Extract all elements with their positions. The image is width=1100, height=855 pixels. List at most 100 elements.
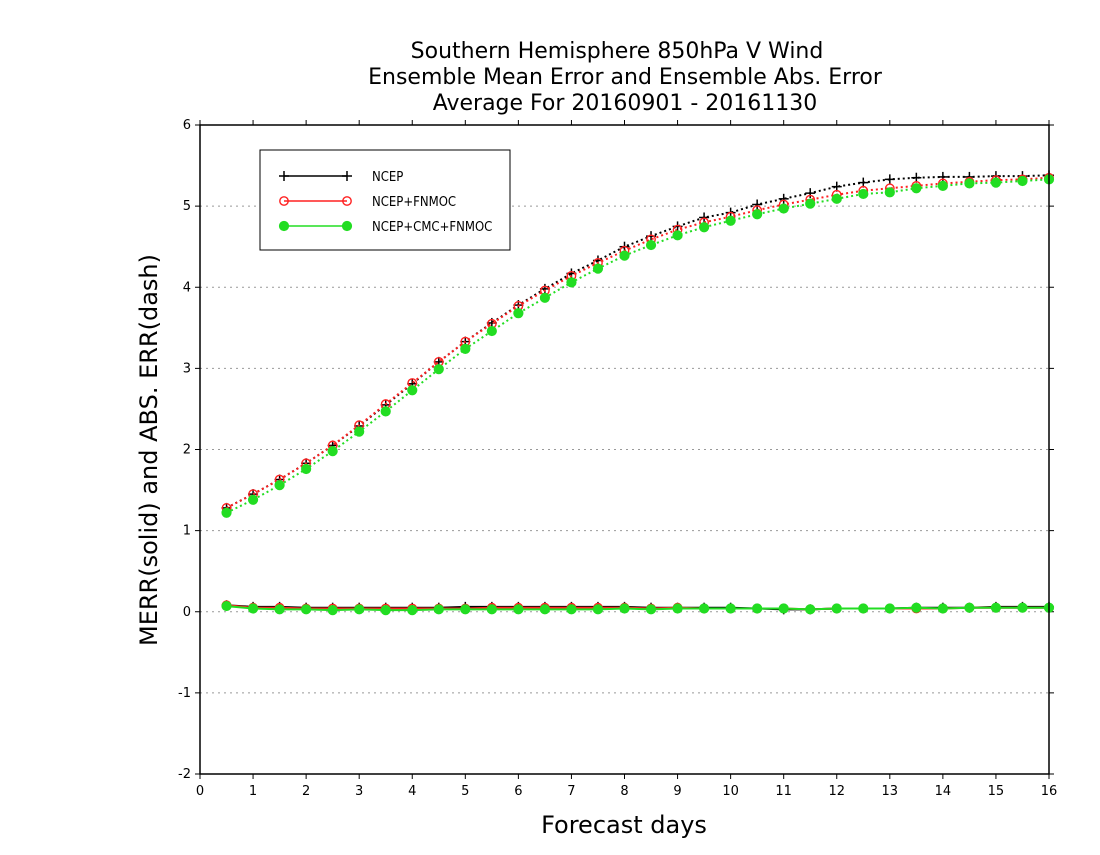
y-tick-label: 1 [183,524,191,539]
x-tick-label: 0 [196,784,204,799]
x-tick-label: 6 [514,784,522,799]
legend-marker [341,220,353,232]
mean-error-point [380,605,391,616]
mean-error-point [433,604,444,615]
legend-marker [342,171,352,181]
mean-error-point [884,603,895,614]
mean-error-point [486,604,497,615]
legend: NCEP NCEP+FNMOC NCEP+CMC+FNMOC [259,149,511,251]
x-tick-label: 10 [722,784,739,799]
abs-error-point [380,406,391,417]
abs-error-point [407,385,418,396]
y-tick-label: -2 [178,767,191,782]
abs-error-point [592,263,604,274]
legend-marker [279,196,289,206]
abs-error-point [247,494,259,505]
mean-error-point [513,604,524,615]
abs-error-point [911,183,922,194]
abs-error-point [725,215,736,226]
abs-error-point [327,446,338,457]
legend-label: NCEP+CMC+FNMOC [372,220,492,235]
abs-error-point [937,171,948,182]
abs-error-point [301,463,312,475]
mean-error-point [301,604,312,615]
x-tick-label: 16 [1041,784,1058,799]
mean-error-point [778,603,789,614]
x-tick-label: 2 [302,784,310,799]
mean-error-point [937,603,948,614]
x-tick-label: 11 [775,784,792,799]
y-tick-label: 4 [183,280,191,295]
x-axis-label: Forecast days [541,811,707,839]
abs-error-point [486,325,497,337]
chart-title-line-1: Southern Hemisphere 850hPa V Wind [411,39,824,64]
x-tick-label: 7 [567,784,575,799]
legend-label: NCEP [372,170,403,185]
x-tick-label: 14 [935,784,952,799]
abs-error-point [539,292,551,303]
y-tick-label: 3 [183,361,191,376]
abs-error-point [884,174,895,185]
abs-error-point [752,209,763,220]
mean-error-point [831,603,842,614]
x-tick-label: 8 [620,784,628,799]
legend-label: NCEP+FNMOC [372,195,456,210]
mean-error-point [407,605,418,616]
abs-error-point [513,308,524,319]
abs-error-point [778,203,789,214]
legend-box [259,149,511,251]
mean-error-point [725,603,736,614]
abs-error-point [672,230,683,241]
abs-error-point [698,222,710,233]
mean-error-point [274,604,285,615]
abs-error-point [858,188,869,200]
mean-error-point [1017,602,1028,613]
mean-error-point [592,604,604,615]
series-ncep-cmc-fnmoc [221,174,1055,616]
abs-error-point [274,480,285,491]
legend-marker [342,196,352,206]
mean-error-point [858,603,869,614]
x-tick-label: 13 [882,784,899,799]
mean-error-point [247,603,259,614]
abs-error-point [433,364,444,375]
mean-error-point [964,602,975,613]
y-tick-label: 6 [183,118,191,133]
abs-error-point [964,178,975,189]
x-tick-label: 4 [408,784,416,799]
chart-title-line-2: Ensemble Mean Error and Ensemble Abs. Er… [368,65,883,90]
legend-marker [278,220,290,232]
mean-error-point [539,604,551,615]
abs-error-point [990,177,1002,188]
x-tick-label: 3 [355,784,363,799]
abs-error-point [937,180,948,191]
mean-error-point [460,604,471,615]
y-tick-label: 5 [183,199,191,214]
abs-error-point [805,188,816,199]
x-tick-label: 5 [461,784,469,799]
abs-error-point [752,199,763,210]
abs-error-point [778,193,789,204]
mean-error-point [354,604,365,615]
abs-error-point [619,250,630,261]
mean-error-point [619,603,630,614]
abs-error-point [1017,175,1028,187]
x-tick-label: 9 [673,784,681,799]
mean-error-point [645,604,657,615]
x-tick-label: 12 [828,784,845,799]
mean-error-point [911,602,922,613]
mean-error-point [990,602,1002,613]
y-tick-label: -1 [178,686,191,701]
legend-marker [279,171,289,181]
abs-error-point [460,343,471,355]
abs-error-point [221,507,232,518]
abs-error-point [884,187,895,198]
mean-error-point [327,605,338,616]
plot-frame [199,124,1050,775]
mean-error-point [672,603,683,614]
chart-title: Southern Hemisphere 850hPa V Wind Ensemb… [368,39,883,116]
abs-error-point [831,193,842,204]
abs-error-point [645,239,657,251]
